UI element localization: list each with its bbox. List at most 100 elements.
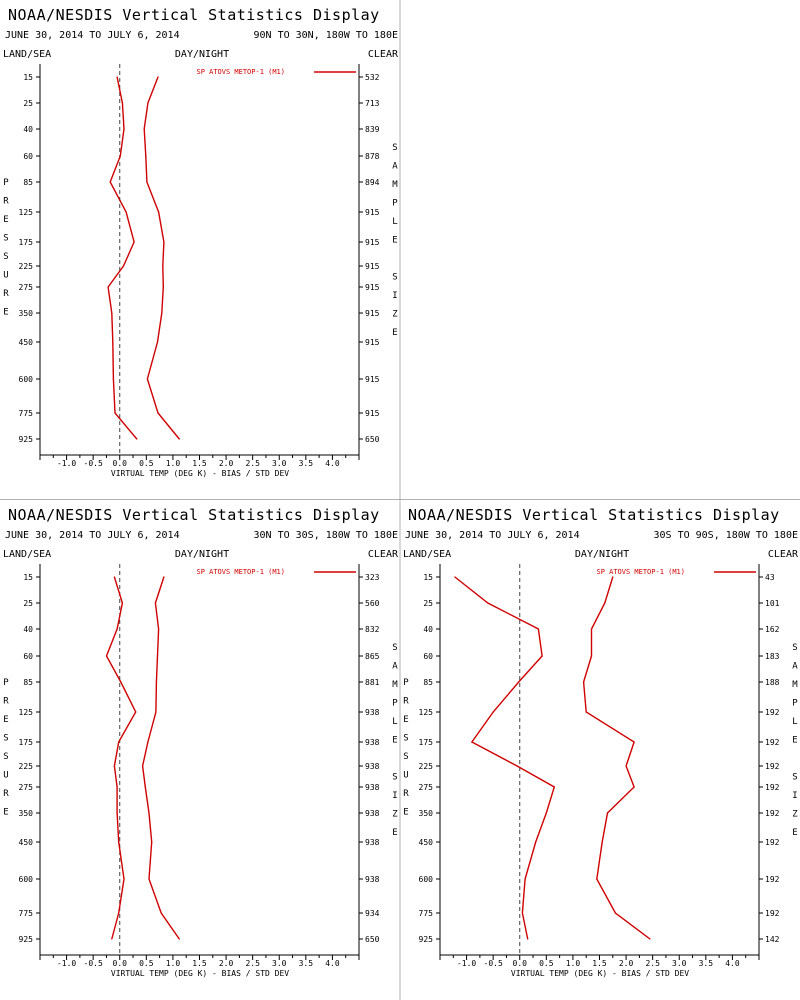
bias-line xyxy=(107,76,138,440)
x-tick-label: 0.5 xyxy=(539,959,554,968)
std_dev-point xyxy=(585,711,587,713)
sample-size-axis-letter: I xyxy=(392,791,397,801)
pressure-level-label: 125 xyxy=(19,208,34,217)
clear-label: CLEAR xyxy=(368,49,399,60)
sample-size-axis-letter: S xyxy=(792,773,797,783)
pressure-level-label: 25 xyxy=(23,99,33,108)
x-tick-label: 4.0 xyxy=(725,959,740,968)
bias-point xyxy=(119,155,121,157)
std_dev-point xyxy=(614,912,616,914)
sample-size-axis-letter: E xyxy=(392,828,397,838)
x-tick-label: 2.5 xyxy=(245,959,260,968)
pressure-level-label: 60 xyxy=(23,152,33,161)
land-sea-label: LAND/SEA xyxy=(3,49,51,60)
sample-size-axis-letter: E xyxy=(392,236,397,246)
std_dev-line xyxy=(582,576,651,940)
pressure-axis-letter: S xyxy=(3,734,8,744)
std_dev-point xyxy=(601,841,603,843)
date-range: JUNE 30, 2014 TO JULY 6, 2014 xyxy=(5,30,180,41)
std_dev-point xyxy=(178,938,180,940)
pressure-axis-letter: U xyxy=(3,271,8,281)
x-tick-label: 3.5 xyxy=(299,459,314,468)
bias-point xyxy=(133,241,135,243)
std_dev-point xyxy=(146,378,148,380)
std_dev-point xyxy=(147,102,149,104)
sample-size-label: 894 xyxy=(365,178,380,187)
std_dev-point xyxy=(146,181,148,183)
legend-label: SP ATOVS METOP-1 (M1) xyxy=(196,568,285,576)
sample-size-label: 188 xyxy=(765,678,780,687)
pressure-level-label: 175 xyxy=(19,238,34,247)
bias-point xyxy=(112,341,114,343)
x-tick-label: 3.0 xyxy=(672,959,687,968)
std_dev-line xyxy=(143,76,180,440)
pressure-axis-letter: U xyxy=(403,771,408,781)
std_dev-point xyxy=(142,765,144,767)
std_dev-point xyxy=(144,786,146,788)
sample-size-label: 832 xyxy=(365,625,380,634)
sample-size-axis-letter: P xyxy=(392,699,398,709)
bias-point xyxy=(125,211,127,213)
bias-point xyxy=(114,412,116,414)
bias-point xyxy=(516,765,518,767)
pressure-level-label: 60 xyxy=(423,652,433,661)
x-tick-label: 1.5 xyxy=(592,959,607,968)
x-tick-label: -1.0 xyxy=(57,959,76,968)
pressure-axis-letter: R xyxy=(403,789,409,799)
bias-point xyxy=(492,711,494,713)
sample-size-label: 915 xyxy=(365,262,380,271)
pressure-level-label: 350 xyxy=(19,809,34,818)
sample-size-axis-letter: L xyxy=(792,717,797,727)
chart-panel-1: NOAA/NESDIS Vertical Statistics Display J… xyxy=(3,6,399,478)
pressure-level-label: 275 xyxy=(19,783,34,792)
std_dev-point xyxy=(156,341,159,343)
sample-size-label: 915 xyxy=(365,283,380,292)
bias-point xyxy=(121,602,123,604)
pressure-axis-letter: S xyxy=(403,752,408,762)
sample-size-label: 938 xyxy=(365,738,380,747)
std_dev-point xyxy=(158,211,160,213)
bias-point xyxy=(553,786,555,788)
pressure-level-label: 85 xyxy=(423,678,433,687)
std_dev-point xyxy=(143,128,145,130)
x-tick-label: 1.0 xyxy=(566,959,581,968)
sample-size-label: 560 xyxy=(365,599,380,608)
pressure-level-label: 15 xyxy=(23,73,33,82)
std_dev-point xyxy=(162,286,164,288)
sample-size-label: 192 xyxy=(765,875,780,884)
sample-size-label: 938 xyxy=(365,875,380,884)
region-label: 30S TO 90S, 180W TO 180E xyxy=(654,530,799,541)
pressure-axis-letter: P xyxy=(403,678,409,688)
sample-size-label: 650 xyxy=(365,935,380,944)
chart-title: NOAA/NESDIS Vertical Statistics Display xyxy=(8,6,380,24)
sample-size-axis-letter: I xyxy=(792,791,797,801)
pressure-level-label: 600 xyxy=(19,875,34,884)
sample-size-axis-letter: S xyxy=(392,143,397,153)
bias-point xyxy=(136,438,138,440)
x-tick-label: -0.5 xyxy=(84,959,103,968)
sample-size-label: 938 xyxy=(365,708,380,717)
sample-size-label: 938 xyxy=(365,762,380,771)
legend-label: SP ATOVS METOP-1 (M1) xyxy=(196,68,285,76)
std_dev-point xyxy=(145,155,147,157)
x-tick-label: 4.0 xyxy=(325,459,340,468)
sample-size-axis-letter: M xyxy=(392,180,398,190)
bias-point xyxy=(123,128,125,130)
bias-point xyxy=(541,655,543,657)
x-tick-label: 1.0 xyxy=(166,459,181,468)
std_dev-point xyxy=(147,741,149,743)
bias-point xyxy=(113,576,115,578)
x-tick-label: -1.0 xyxy=(457,959,476,968)
bias-point xyxy=(471,741,473,743)
bias-point xyxy=(116,76,118,78)
sample-size-label: 192 xyxy=(765,783,780,792)
pressure-level-label: 15 xyxy=(23,573,33,582)
bias-point xyxy=(105,655,108,657)
chart-title: NOAA/NESDIS Vertical Statistics Display xyxy=(408,506,780,524)
bias-point xyxy=(521,912,523,914)
pressure-level-label: 40 xyxy=(23,625,33,634)
chart-panel-3: NOAA/NESDIS Vertical Statistics Display J… xyxy=(403,506,799,978)
sample-size-label: 915 xyxy=(365,409,380,418)
pressure-axis-letter: E xyxy=(3,308,8,318)
bias-point xyxy=(121,102,123,104)
